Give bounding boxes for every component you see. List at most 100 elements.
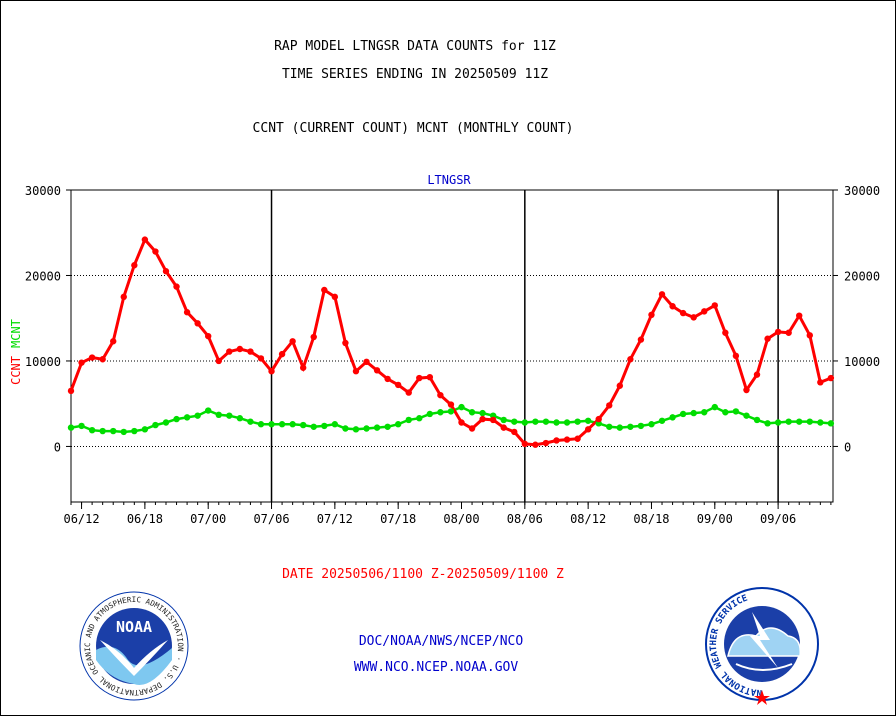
data-point-ccnt xyxy=(215,357,222,365)
x-tick-label: 06/12 xyxy=(63,512,99,526)
data-point-ccnt xyxy=(416,374,423,382)
data-point-mcnt xyxy=(352,426,360,433)
data-point-ccnt xyxy=(278,350,286,358)
data-point-mcnt xyxy=(120,428,127,436)
data-point-mcnt xyxy=(764,420,771,427)
data-point-mcnt xyxy=(183,414,191,421)
data-point-mcnt xyxy=(479,409,486,417)
data-point-mcnt xyxy=(299,421,307,429)
data-point-ccnt xyxy=(732,352,740,360)
y-tick-label-right: 20000 xyxy=(844,269,880,283)
data-point-ccnt xyxy=(194,320,201,327)
data-point-ccnt xyxy=(268,368,275,375)
data-point-ccnt xyxy=(722,329,729,336)
data-point-mcnt xyxy=(78,422,85,430)
data-point-mcnt xyxy=(363,425,370,432)
data-point-ccnt xyxy=(426,374,434,381)
data-point-ccnt xyxy=(606,402,613,409)
y-tick-label-right: 30000 xyxy=(844,184,880,198)
data-point-ccnt xyxy=(394,381,402,389)
x-tick-label: 08/18 xyxy=(633,512,669,526)
data-point-ccnt xyxy=(500,424,507,431)
data-point-mcnt xyxy=(236,415,244,422)
data-point-ccnt xyxy=(542,439,550,447)
data-point-ccnt xyxy=(331,293,339,301)
data-point-ccnt xyxy=(563,436,571,443)
data-point-ccnt xyxy=(479,415,486,423)
plot-title: LTNGSR xyxy=(427,173,471,187)
marker-layer xyxy=(67,236,835,448)
data-point-ccnt xyxy=(437,391,444,399)
x-tick-label: 07/12 xyxy=(317,512,353,526)
data-point-mcnt xyxy=(110,427,117,435)
data-point-mcnt xyxy=(447,408,455,415)
data-point-ccnt xyxy=(162,268,170,275)
data-point-ccnt xyxy=(152,248,159,255)
x-tick-label: 09/06 xyxy=(760,512,796,526)
data-point-ccnt xyxy=(247,348,254,355)
data-point-mcnt xyxy=(584,417,592,424)
data-point-mcnt xyxy=(690,409,697,417)
y-tick-label-left: 0 xyxy=(54,440,61,454)
data-point-mcnt xyxy=(500,416,507,424)
plot-frame xyxy=(70,189,834,503)
data-point-mcnt xyxy=(743,412,750,419)
data-point-mcnt xyxy=(384,423,391,430)
data-point-ccnt xyxy=(584,426,592,433)
data-point-ccnt xyxy=(711,302,718,309)
x-tick-label: 07/00 xyxy=(190,512,226,526)
data-point-ccnt xyxy=(489,416,497,424)
data-point-ccnt xyxy=(637,336,645,343)
data-point-ccnt xyxy=(236,345,244,353)
axis-layer: 30000 30000 20000 20000 10000 10000 0 0 06/12 06/… xyxy=(25,184,880,526)
data-point-ccnt xyxy=(553,437,560,444)
data-point-mcnt xyxy=(722,409,729,416)
data-point-mcnt xyxy=(574,418,581,425)
data-point-mcnt xyxy=(416,415,423,422)
footer-website-link[interactable]: WWW.NCO.NCEP.NOAA.GOV xyxy=(354,660,519,675)
x-tick-label: 07/06 xyxy=(253,512,289,526)
data-point-mcnt xyxy=(67,424,75,431)
y-tick-label-right: 10000 xyxy=(844,355,880,369)
data-point-ccnt xyxy=(458,419,465,426)
data-point-ccnt xyxy=(764,335,771,342)
data-point-ccnt xyxy=(743,386,750,394)
data-point-mcnt xyxy=(753,416,761,424)
data-point-mcnt xyxy=(194,412,201,419)
noaa-logo: NATIONAL OCEANIC AND ATMOSPHERIC ADMINIS… xyxy=(0,0,189,701)
footer-agency-link[interactable]: DOC/NOAA/NWS/NCEP/NCO xyxy=(359,634,524,649)
data-point-ccnt xyxy=(363,358,370,366)
data-point-mcnt xyxy=(373,424,381,431)
data-point-ccnt xyxy=(352,368,360,375)
data-point-mcnt xyxy=(785,418,792,425)
data-point-ccnt xyxy=(648,311,655,318)
data-point-mcnt xyxy=(394,421,402,428)
data-point-ccnt xyxy=(796,312,803,319)
data-point-ccnt xyxy=(701,308,708,315)
data-point-ccnt xyxy=(753,371,761,378)
data-point-mcnt xyxy=(173,415,180,423)
noaa-ring-text: NATIONAL OCEANIC AND ATMOSPHERIC ADMINIS… xyxy=(0,0,185,697)
data-point-mcnt xyxy=(131,427,138,435)
y-tick-label-left: 10000 xyxy=(25,355,61,369)
data-point-mcnt xyxy=(669,414,676,421)
data-point-mcnt xyxy=(806,418,813,425)
data-point-mcnt xyxy=(289,421,296,428)
data-point-mcnt xyxy=(458,403,465,411)
data-point-ccnt xyxy=(532,441,539,448)
data-point-mcnt xyxy=(637,422,645,430)
data-point-mcnt xyxy=(732,408,740,415)
data-point-ccnt xyxy=(679,309,687,317)
data-point-mcnt xyxy=(88,426,96,434)
data-point-mcnt xyxy=(542,418,550,425)
data-point-mcnt xyxy=(648,421,655,428)
data-point-ccnt xyxy=(373,367,381,374)
y-tick-label-left: 20000 xyxy=(25,269,61,283)
data-point-ccnt xyxy=(99,356,106,363)
data-point-ccnt xyxy=(310,333,317,341)
x-tick-label: 09/00 xyxy=(697,512,733,526)
data-point-mcnt xyxy=(774,419,782,426)
data-point-mcnt xyxy=(679,410,687,418)
data-point-mcnt xyxy=(606,423,613,430)
data-point-ccnt xyxy=(690,314,697,321)
